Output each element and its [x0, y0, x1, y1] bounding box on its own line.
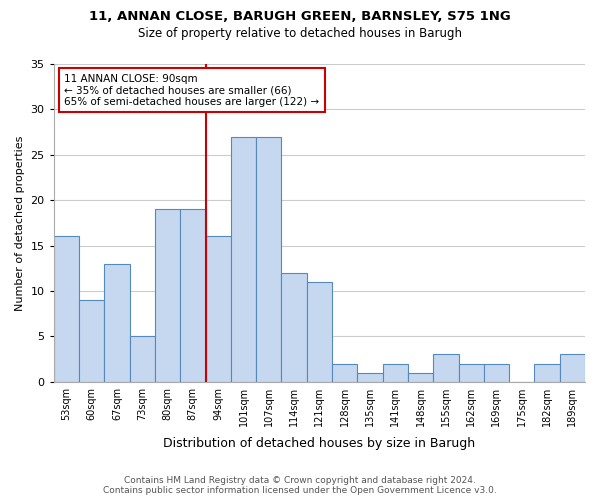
Text: Contains HM Land Registry data © Crown copyright and database right 2024.
Contai: Contains HM Land Registry data © Crown c… [103, 476, 497, 495]
Bar [180, 209, 206, 382]
Bar [458, 364, 484, 382]
Bar [484, 364, 509, 382]
Bar [358, 372, 383, 382]
X-axis label: Distribution of detached houses by size in Barugh: Distribution of detached houses by size … [163, 437, 475, 450]
Text: 11, ANNAN CLOSE, BARUGH GREEN, BARNSLEY, S75 1NG: 11, ANNAN CLOSE, BARUGH GREEN, BARNSLEY,… [89, 10, 511, 23]
Bar [433, 354, 458, 382]
Bar [408, 372, 433, 382]
Bar [104, 264, 130, 382]
Bar [307, 282, 332, 382]
Bar [383, 364, 408, 382]
Bar [560, 354, 585, 382]
Bar [332, 364, 358, 382]
Bar [130, 336, 155, 382]
Text: Size of property relative to detached houses in Barugh: Size of property relative to detached ho… [138, 28, 462, 40]
Bar [281, 272, 307, 382]
Bar [54, 236, 79, 382]
Bar [155, 209, 180, 382]
Text: 11 ANNAN CLOSE: 90sqm
← 35% of detached houses are smaller (66)
65% of semi-deta: 11 ANNAN CLOSE: 90sqm ← 35% of detached … [64, 74, 319, 106]
Y-axis label: Number of detached properties: Number of detached properties [15, 135, 25, 310]
Bar [231, 136, 256, 382]
Bar [206, 236, 231, 382]
Bar [256, 136, 281, 382]
Bar [535, 364, 560, 382]
Bar [79, 300, 104, 382]
